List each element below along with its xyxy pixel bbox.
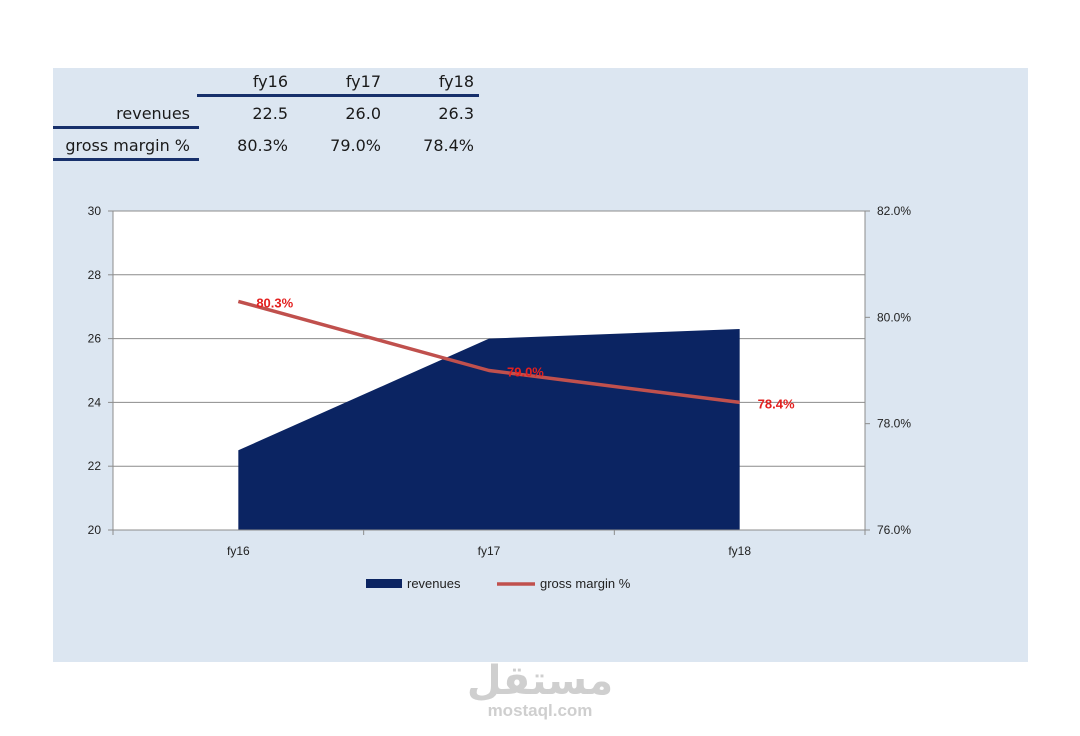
x-tick-label: fy18	[728, 544, 751, 558]
right-tick-label: 78.0%	[877, 417, 911, 431]
watermark-logo: مستقل	[466, 658, 614, 704]
left-tick-label: 26	[88, 332, 102, 346]
table-header-fy18: fy18	[438, 72, 474, 91]
table-row-label-revenues: revenues	[116, 104, 190, 123]
legend-label-gross-margin: gross margin %	[540, 576, 631, 591]
legend-swatch-revenues	[366, 579, 402, 588]
table-row-underline	[53, 158, 199, 161]
left-tick-label: 24	[88, 395, 102, 409]
right-tick-label: 82.0%	[877, 204, 911, 218]
revenues-area	[238, 329, 740, 530]
table-cell: 78.4%	[423, 136, 474, 155]
table-cell: 80.3%	[237, 136, 288, 155]
data-label: 80.3%	[256, 295, 293, 310]
left-tick-label: 20	[88, 523, 102, 537]
table-cell: 79.0%	[330, 136, 381, 155]
watermark-url: mostaql.com	[487, 701, 593, 720]
table-header-underline	[197, 94, 479, 97]
x-tick-label: fy17	[478, 544, 501, 558]
right-tick-label: 76.0%	[877, 523, 911, 537]
left-tick-label: 30	[88, 204, 102, 218]
table-cell: 26.0	[345, 104, 381, 123]
table-row-underline	[53, 126, 199, 129]
gross-margin-line	[237, 299, 740, 405]
data-label: 78.4%	[758, 396, 795, 411]
left-tick-label: 28	[88, 268, 102, 282]
table-header-fy16: fy16	[252, 72, 288, 91]
table-cell: 26.3	[438, 104, 474, 123]
table-row-label-gross-margin: gross margin %	[65, 136, 190, 155]
table-cell: 22.5	[252, 104, 288, 123]
legend-label-revenues: revenues	[407, 576, 461, 591]
left-tick-label: 22	[88, 459, 102, 473]
table-header-fy17: fy17	[345, 72, 381, 91]
data-label: 79.0%	[507, 365, 544, 380]
x-tick-label: fy16	[227, 544, 250, 558]
right-tick-label: 80.0%	[877, 310, 911, 324]
